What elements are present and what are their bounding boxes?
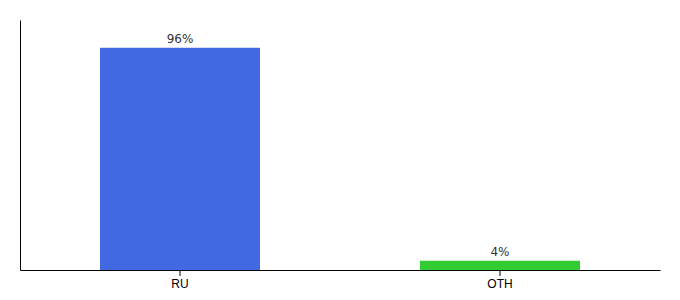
x-tick-mark <box>500 270 501 276</box>
bar <box>420 261 580 270</box>
y-axis <box>20 21 21 271</box>
x-tick-mark <box>180 270 181 276</box>
x-axis-line <box>21 270 661 271</box>
x-tick: RU <box>171 270 188 291</box>
x-axis: RU OTH <box>21 270 661 291</box>
chart: RU OTH 96% 4% <box>0 0 680 300</box>
data-labels: 96% 4% <box>167 32 510 259</box>
bar <box>100 48 260 270</box>
x-tick-label: OTH <box>487 277 512 291</box>
data-label: 96% <box>167 32 194 46</box>
plot: RU OTH 96% 4% <box>21 21 661 291</box>
bars <box>100 48 580 270</box>
y-axis-line <box>20 21 21 271</box>
x-tick: OTH <box>487 270 512 291</box>
x-tick-label: RU <box>171 277 188 291</box>
data-label: 4% <box>490 245 509 259</box>
